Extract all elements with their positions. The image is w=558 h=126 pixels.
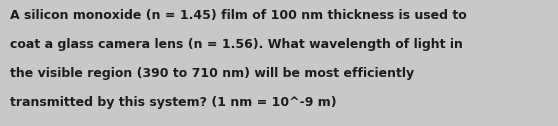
Text: coat a glass camera lens (n = 1.56). What wavelength of light in: coat a glass camera lens (n = 1.56). Wha… (10, 38, 463, 51)
Text: transmitted by this system? (1 nm = 10^-9 m): transmitted by this system? (1 nm = 10^-… (10, 96, 336, 109)
Text: A silicon monoxide (n = 1.45) film of 100 nm thickness is used to: A silicon monoxide (n = 1.45) film of 10… (10, 9, 467, 22)
Text: the visible region (390 to 710 nm) will be most efficiently: the visible region (390 to 710 nm) will … (10, 67, 414, 80)
